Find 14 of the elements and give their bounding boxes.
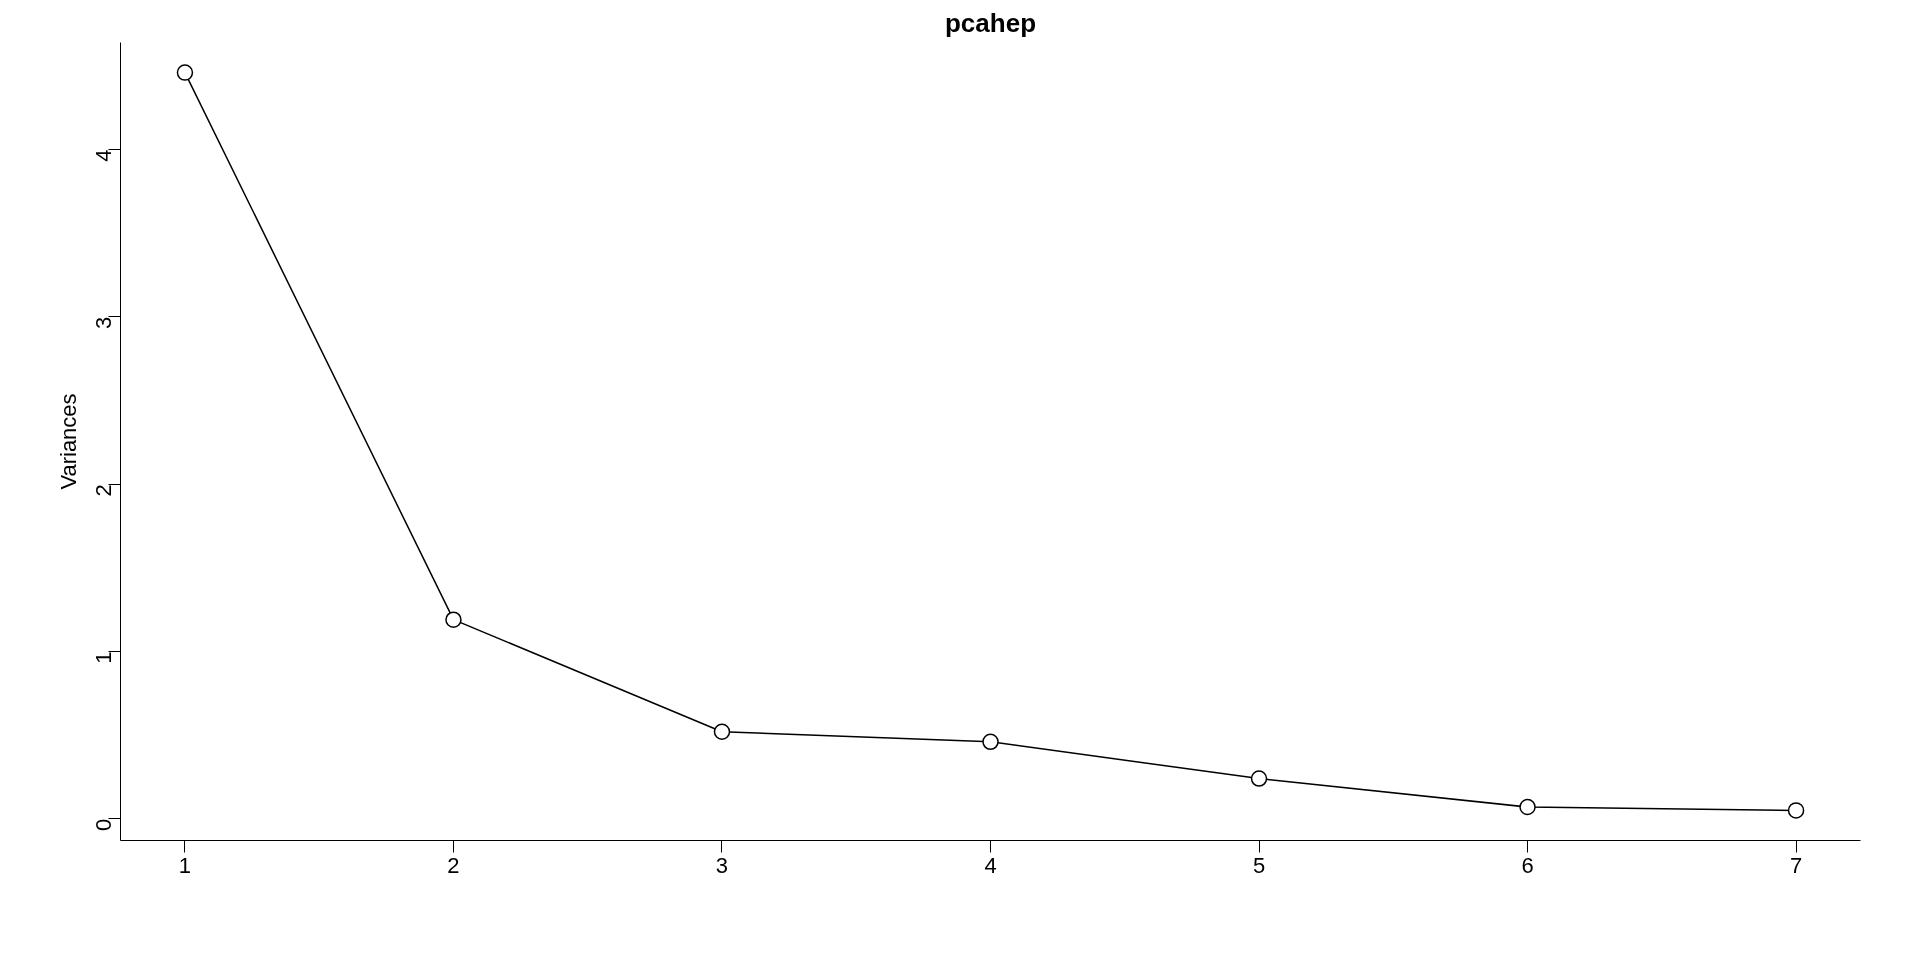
y-axis-title: Variances: [55, 393, 81, 490]
y-tick-label: 1: [91, 651, 116, 664]
x-tick-label: 5: [1252, 852, 1266, 878]
y-tick-label: 4: [91, 149, 116, 162]
y-tick-label: 3: [91, 316, 116, 330]
x-tick-label: 3: [715, 852, 729, 878]
x-tick-label: 7: [1789, 852, 1803, 878]
x-tick-label: 4: [984, 852, 997, 878]
y-tick-label: 0: [91, 818, 116, 831]
y-tick-label: 2: [91, 484, 116, 497]
x-tick-label: 1: [178, 852, 192, 878]
x-tick-label: 2: [447, 852, 460, 878]
chart-title: pcahep: [944, 7, 1037, 38]
x-tick-label: 6: [1521, 852, 1534, 878]
